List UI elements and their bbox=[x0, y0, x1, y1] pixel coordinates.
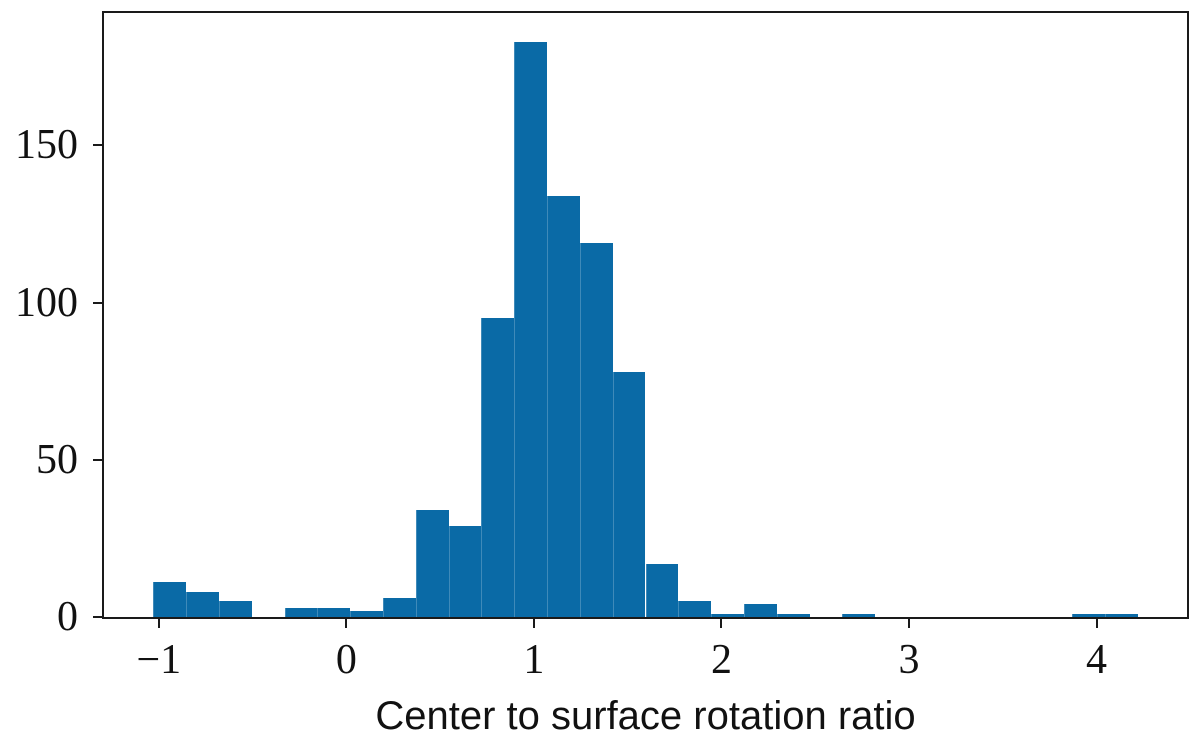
x-tick-label: −1 bbox=[136, 637, 182, 683]
histogram-bar bbox=[711, 613, 744, 617]
plot-area bbox=[102, 11, 1189, 619]
y-tick-label: 150 bbox=[15, 122, 78, 169]
x-tick-label: 1 bbox=[523, 637, 545, 683]
y-tick-mark bbox=[93, 616, 102, 618]
bars-layer bbox=[104, 13, 1187, 617]
x-tick-mark bbox=[1095, 619, 1098, 628]
x-tick-mark bbox=[907, 619, 910, 628]
x-tick-label: 2 bbox=[710, 637, 732, 683]
histogram-bar bbox=[645, 563, 679, 617]
y-tick-mark bbox=[93, 458, 102, 461]
histogram-bar bbox=[547, 195, 580, 617]
x-tick-label: 0 bbox=[335, 637, 357, 683]
histogram-bar bbox=[350, 610, 383, 617]
histogram-bar bbox=[514, 41, 548, 617]
histogram-bar bbox=[481, 318, 515, 617]
histogram-bar bbox=[1104, 613, 1138, 617]
histogram-bar bbox=[186, 591, 219, 617]
histogram-bar bbox=[842, 613, 876, 617]
histogram-bar bbox=[153, 582, 187, 617]
histogram-bar bbox=[448, 525, 482, 617]
y-tick-label: 50 bbox=[36, 436, 78, 483]
y-tick-mark bbox=[93, 144, 102, 147]
histogram-bar bbox=[317, 607, 351, 617]
y-tick-label: 100 bbox=[15, 279, 78, 326]
histogram-bar bbox=[415, 510, 449, 617]
x-tick-mark bbox=[720, 619, 723, 628]
x-tick-mark bbox=[157, 619, 160, 628]
histogram-bar bbox=[776, 613, 810, 617]
histogram-bar bbox=[612, 371, 646, 617]
x-tick-mark bbox=[532, 619, 535, 628]
histogram-bar bbox=[284, 607, 318, 617]
histogram-bar bbox=[678, 601, 712, 617]
histogram-bar bbox=[218, 601, 252, 617]
histogram-bar bbox=[382, 598, 416, 617]
x-axis-label: Center to surface rotation ratio bbox=[375, 694, 916, 738]
y-tick-mark bbox=[93, 301, 102, 304]
y-tick-label: 0 bbox=[57, 594, 78, 640]
histogram-bar bbox=[743, 604, 777, 617]
x-tick-mark bbox=[345, 619, 348, 628]
x-tick-label: 3 bbox=[898, 637, 920, 683]
histogram-bar bbox=[1072, 613, 1105, 617]
histogram-bar bbox=[579, 242, 613, 617]
x-tick-label: 4 bbox=[1086, 637, 1108, 683]
